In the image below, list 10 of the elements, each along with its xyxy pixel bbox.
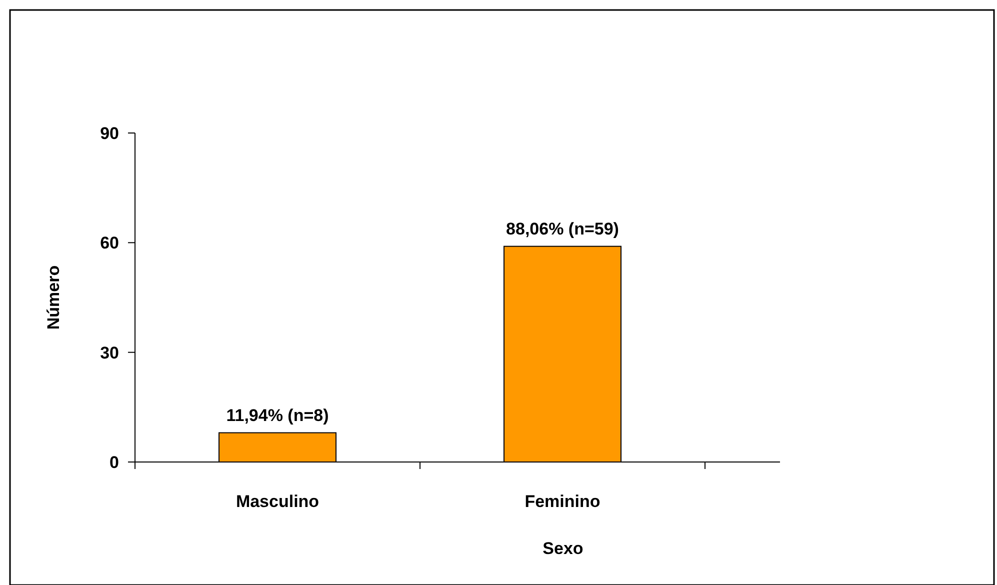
x-tick-label: Feminino: [524, 492, 600, 511]
y-tick-label: 0: [110, 452, 119, 472]
y-axis-title: Número: [44, 265, 63, 330]
y-tick-label: 30: [100, 343, 119, 362]
y-tick-label: 90: [100, 124, 119, 143]
data-label: 11,94% (n=8): [226, 406, 329, 425]
x-axis-title: Sexo: [542, 539, 584, 558]
x-tick-label: Masculino: [236, 492, 320, 511]
y-tick-label: 60: [100, 234, 119, 253]
data-label: 88,06% (n=59): [506, 219, 619, 238]
